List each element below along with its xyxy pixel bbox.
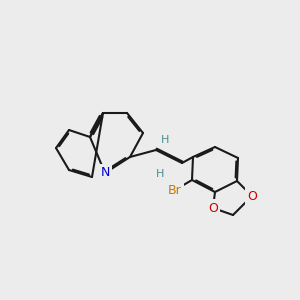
Text: H: H bbox=[156, 169, 164, 179]
Text: H: H bbox=[161, 135, 169, 145]
Text: O: O bbox=[247, 190, 257, 202]
Text: N: N bbox=[100, 167, 110, 179]
Text: Br: Br bbox=[168, 184, 182, 196]
Text: O: O bbox=[208, 202, 218, 214]
